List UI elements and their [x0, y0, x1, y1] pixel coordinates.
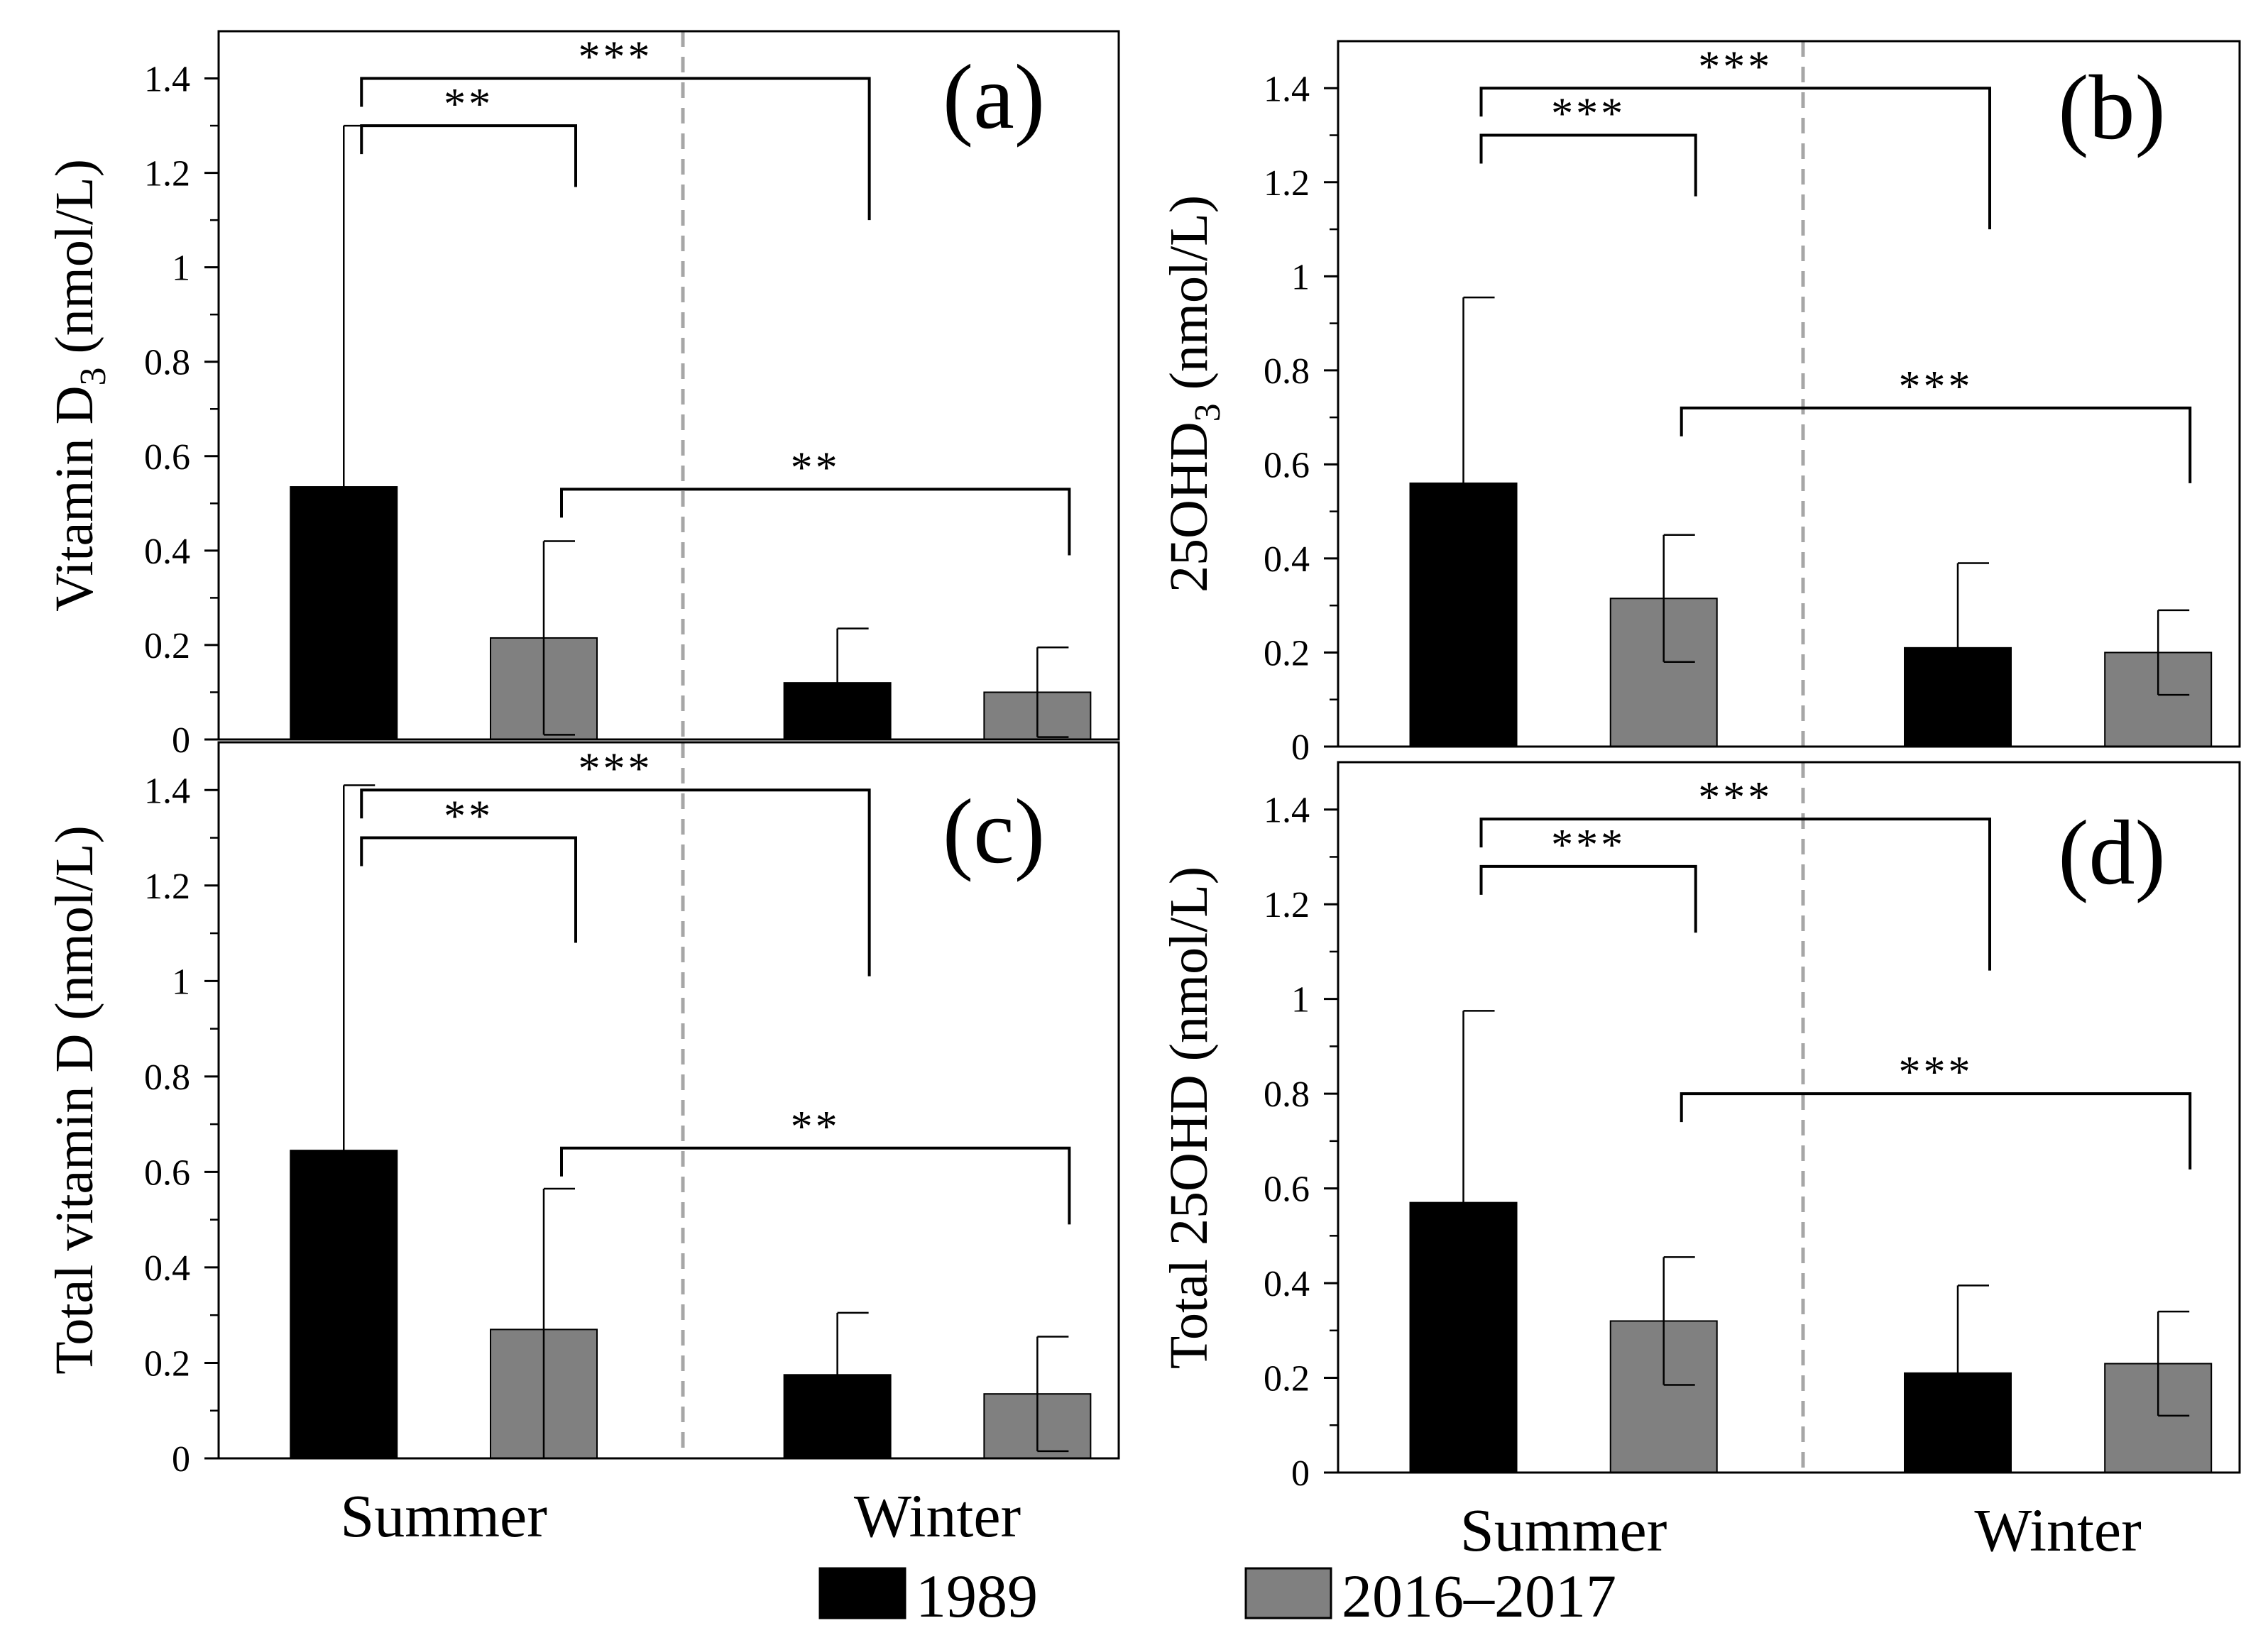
- y-axis-label-subscript: 3: [1188, 403, 1228, 422]
- y-tick-label: 0.8: [144, 343, 190, 383]
- panel-letter: (d): [2058, 802, 2166, 904]
- y-tick-label: 0.2: [144, 626, 190, 666]
- season-label: Summer: [340, 1482, 547, 1550]
- y-tick-label: 0.4: [1264, 1264, 1310, 1304]
- panel-letter: (c): [943, 781, 1045, 883]
- chart-panel-c: 0 0.2 0.4 0.6 0.8 1 1.2 1.4 Total vitamin D (nmo…: [45, 741, 1120, 1550]
- significance-label: ***: [1551, 90, 1626, 138]
- y-axis-label-subscript: 3: [73, 367, 114, 385]
- legend-swatch: [1244, 1567, 1332, 1619]
- significance-label: **: [791, 1103, 840, 1151]
- season-label: Winter: [1974, 1496, 2141, 1564]
- legend-label: 2016–2017: [1342, 1562, 1616, 1630]
- significance-bracket: [360, 77, 871, 221]
- y-tick-label: 0.4: [144, 532, 190, 572]
- y-tick-label: 1.2: [144, 154, 190, 194]
- y-axis-label: Vitamin D3 (nmol/L): [45, 159, 114, 612]
- y-axis-label: 25OHD3 (nmol/L): [1159, 195, 1228, 593]
- plot-frame: [1337, 40, 2241, 748]
- significance-label: ***: [578, 744, 652, 793]
- chart-panel-b: 0 0.2 0.4 0.6 0.8 1 1.2 1.4 25OHD3 (nmol/L) (b) **…: [1159, 40, 2241, 768]
- y-tick-label: 0.6: [144, 437, 190, 478]
- significance-label: ***: [1898, 363, 1973, 411]
- y-tick-label: 1.4: [1264, 69, 1310, 109]
- y-tick-label: 0.6: [144, 1152, 190, 1193]
- y-axis-label-main: Total 25OHD: [1159, 1074, 1219, 1369]
- legend-label: 1989: [916, 1562, 1038, 1630]
- y-tick-label: 1: [1291, 257, 1310, 297]
- significance-bracket: [360, 836, 578, 943]
- significance-bracket: [360, 124, 578, 187]
- y-tick-label: 0.8: [1264, 1074, 1310, 1115]
- season-label: Summer: [1460, 1496, 1667, 1564]
- y-axis-label-main: 25OHD: [1159, 422, 1219, 593]
- season-label: Winter: [854, 1482, 1021, 1550]
- y-tick-label: 1.2: [1264, 163, 1310, 204]
- y-tick-label: 0.8: [1264, 351, 1310, 392]
- y-tick-label: 0.8: [144, 1057, 190, 1098]
- significance-bracket: [1479, 87, 1991, 230]
- plot-frame: [217, 30, 1120, 741]
- significance-bracket: [560, 488, 1071, 556]
- panel-letter: (a): [943, 46, 1045, 148]
- significance-label: ***: [1551, 821, 1626, 869]
- y-axis-label-unit: (nmol/L): [1159, 866, 1219, 1074]
- y-tick-label: 0: [172, 1439, 190, 1480]
- y-tick-label: 1.2: [144, 866, 190, 907]
- y-tick-label: 1: [172, 962, 190, 1002]
- chart-panel-d: 0 0.2 0.4 0.6 0.8 1 1.2 1.4 Total 25OHD (nmol/L)…: [1159, 761, 2241, 1564]
- significance-bracket: [1479, 133, 1697, 197]
- y-tick-label: 0: [1291, 1453, 1310, 1494]
- significance-label: ***: [578, 33, 652, 82]
- y-tick-label: 0.6: [1264, 445, 1310, 485]
- legend-swatch: [818, 1567, 906, 1619]
- y-tick-label: 0: [172, 720, 190, 761]
- y-axis-label-main: Vitamin D: [45, 385, 104, 611]
- panel-letter: (b): [2058, 57, 2166, 159]
- y-tick-label: 1.2: [1264, 885, 1310, 925]
- legend: 1989 2016–2017: [818, 1562, 1616, 1630]
- y-tick-label: 1.4: [144, 60, 190, 100]
- significance-bracket: [360, 788, 871, 976]
- y-tick-label: 1: [1291, 980, 1310, 1020]
- significance-label: **: [444, 793, 493, 841]
- y-tick-label: 1.4: [1264, 791, 1310, 831]
- significance-bracket: [1680, 406, 2192, 483]
- y-tick-label: 0.4: [1264, 539, 1310, 580]
- significance-bracket: [1479, 864, 1697, 933]
- y-axis-label-main: Total vitamin D: [45, 1034, 104, 1375]
- y-tick-label: 0.2: [144, 1343, 190, 1384]
- significance-label: ***: [1898, 1048, 1973, 1096]
- y-tick-label: 0: [1291, 727, 1310, 768]
- y-tick-label: 0.2: [1264, 633, 1310, 673]
- significance-label: **: [791, 444, 840, 492]
- significance-bracket: [1680, 1092, 2192, 1170]
- significance-bracket: [1479, 818, 1991, 971]
- significance-label: **: [444, 80, 493, 128]
- y-tick-label: 0.6: [1264, 1170, 1310, 1210]
- y-tick-label: 1: [172, 248, 190, 289]
- y-axis-label: Total 25OHD (nmol/L): [1159, 866, 1219, 1369]
- y-axis-label: Total vitamin D (nmol/L): [45, 825, 104, 1375]
- significance-bracket: [560, 1146, 1071, 1225]
- y-tick-label: 0.2: [1264, 1359, 1310, 1399]
- y-axis-label-unit: (nmol/L): [1159, 195, 1219, 403]
- y-tick-label: 1.4: [144, 771, 190, 811]
- y-tick-label: 0.4: [144, 1248, 190, 1289]
- plot-frame: [1337, 761, 2241, 1474]
- y-axis-label-unit: (nmol/L): [45, 825, 104, 1033]
- significance-label: ***: [1698, 43, 1773, 91]
- significance-label: ***: [1698, 774, 1773, 822]
- y-axis-label-unit: (nmol/L): [45, 159, 104, 367]
- plot-frame: [217, 741, 1120, 1460]
